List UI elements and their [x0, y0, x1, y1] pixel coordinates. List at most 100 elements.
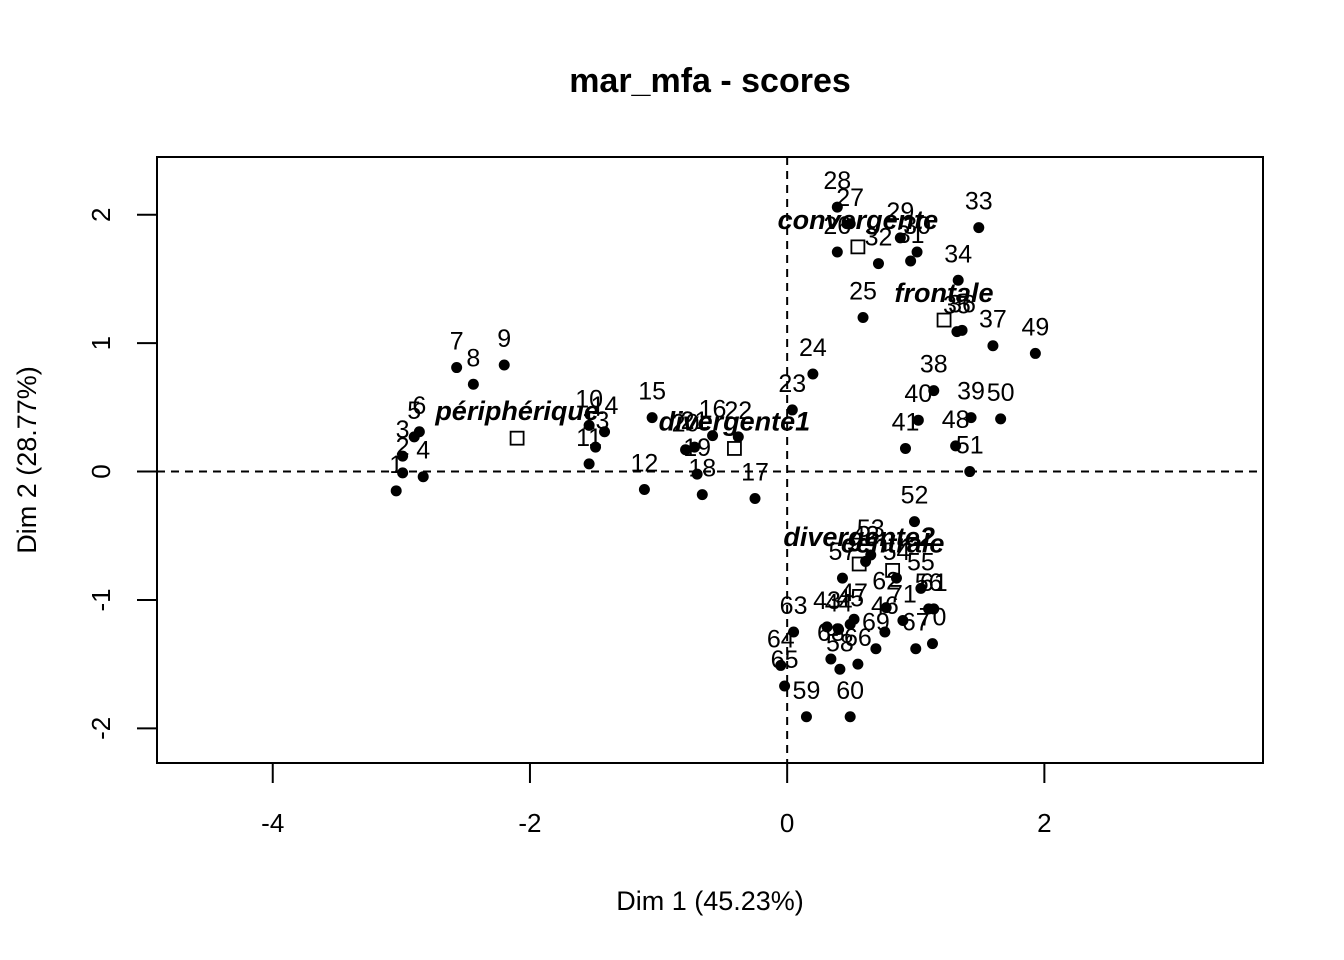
y-tick-label: 2 [86, 208, 116, 222]
point-6 [413, 426, 425, 438]
point-label-38: 38 [920, 351, 948, 379]
point-7 [451, 362, 463, 374]
point-label-21: 21 [681, 407, 709, 435]
point-40 [912, 414, 924, 426]
point-17 [749, 493, 761, 505]
y-tick-label: 1 [86, 336, 116, 350]
category-marker-divergente2 [851, 556, 867, 572]
point-18 [696, 489, 708, 501]
point-label-58: 58 [826, 629, 854, 657]
point-51 [964, 466, 976, 478]
point-20 [680, 444, 692, 456]
x-tick-label: -2 [518, 808, 541, 838]
point-label-52: 52 [901, 482, 929, 510]
point-label-18: 18 [688, 455, 716, 483]
point-label-29: 29 [886, 198, 914, 226]
point-34 [952, 274, 964, 286]
point-46 [879, 626, 891, 638]
point-11 [583, 458, 595, 470]
point-label-20: 20 [672, 410, 700, 438]
point-label-22: 22 [724, 397, 752, 425]
point-label-10: 10 [575, 385, 603, 413]
point-22 [732, 431, 744, 443]
category-label-divergente1: divergente1 [659, 406, 811, 436]
point-48 [950, 440, 962, 452]
data-points: 1234567891011121314151617181920212223242… [389, 167, 1049, 723]
point-label-30: 30 [903, 212, 931, 240]
point-70 [926, 638, 938, 650]
category-label-frontale: frontale [895, 278, 994, 308]
point-label-54: 54 [883, 538, 911, 566]
point-31 [905, 255, 917, 267]
point-label-47: 47 [840, 579, 868, 607]
point-label-15: 15 [638, 378, 666, 406]
point-label-45: 45 [836, 584, 864, 612]
point-36 [956, 324, 968, 336]
point-label-3: 3 [396, 416, 410, 444]
y-tick-label: 0 [86, 464, 116, 478]
point-25 [857, 311, 869, 323]
point-label-28: 28 [823, 167, 851, 195]
point-10 [583, 419, 595, 431]
y-axis-label: Dim 2 (28.77%) [12, 366, 42, 554]
point-63 [788, 626, 800, 638]
point-label-70: 70 [919, 604, 947, 632]
point-4 [417, 471, 429, 483]
point-label-43: 43 [813, 587, 841, 615]
point-label-5: 5 [407, 397, 421, 425]
point-label-31: 31 [897, 221, 925, 249]
point-label-8: 8 [466, 344, 480, 372]
point-55 [915, 582, 927, 594]
point-label-69: 69 [862, 609, 890, 637]
y-tick-label: -2 [86, 717, 116, 740]
point-69 [870, 643, 882, 655]
point-43 [821, 621, 833, 633]
category-markers: convergente frontale périphérique divergent… [434, 205, 994, 578]
point-label-71: 71 [889, 580, 917, 608]
point-label-44: 44 [825, 589, 853, 617]
point-65 [779, 680, 791, 692]
point-62 [880, 602, 892, 614]
point-61 [928, 603, 940, 615]
point-label-68: 68 [817, 619, 845, 647]
point-27 [844, 218, 856, 230]
category-marker-divergente1 [727, 441, 742, 456]
point-66 [852, 658, 864, 670]
x-axis-label: Dim 1 (45.23%) [616, 886, 804, 916]
point-21 [689, 441, 701, 453]
point-44 [833, 623, 845, 635]
point-label-59: 59 [793, 677, 821, 705]
category-marker-périphérique [509, 430, 525, 446]
point-label-16: 16 [699, 396, 727, 424]
point-label-42: 42 [852, 521, 880, 549]
point-59 [800, 711, 812, 723]
point-label-57: 57 [829, 538, 857, 566]
y-axis: -2 -1 0 1 2 [86, 208, 158, 740]
point-41 [899, 442, 911, 454]
point-14 [599, 426, 611, 438]
point-label-64: 64 [767, 625, 795, 653]
x-axis: -4 -2 0 2 [261, 762, 1052, 838]
point-label-61: 61 [920, 569, 948, 597]
point-label-63: 63 [780, 592, 808, 620]
point-52 [908, 516, 920, 528]
point-26 [831, 246, 843, 258]
point-64 [775, 659, 787, 671]
point-label-33: 33 [965, 188, 993, 216]
category-label-centrale: centrale [841, 528, 945, 558]
point-15 [646, 412, 658, 424]
y-tick-label: -1 [86, 588, 116, 611]
point-label-17: 17 [741, 459, 769, 487]
point-label-53: 53 [857, 515, 885, 543]
point-47 [848, 613, 860, 625]
point-label-65: 65 [771, 646, 799, 674]
point-2 [397, 467, 409, 479]
x-tick-label: 2 [1037, 808, 1051, 838]
category-label-périphérique: périphérique [434, 396, 599, 426]
point-8 [467, 378, 479, 390]
point-label-51: 51 [956, 432, 984, 460]
point-28 [831, 201, 843, 213]
point-label-9: 9 [497, 325, 511, 353]
point-30 [911, 246, 923, 258]
point-label-24: 24 [799, 334, 827, 362]
